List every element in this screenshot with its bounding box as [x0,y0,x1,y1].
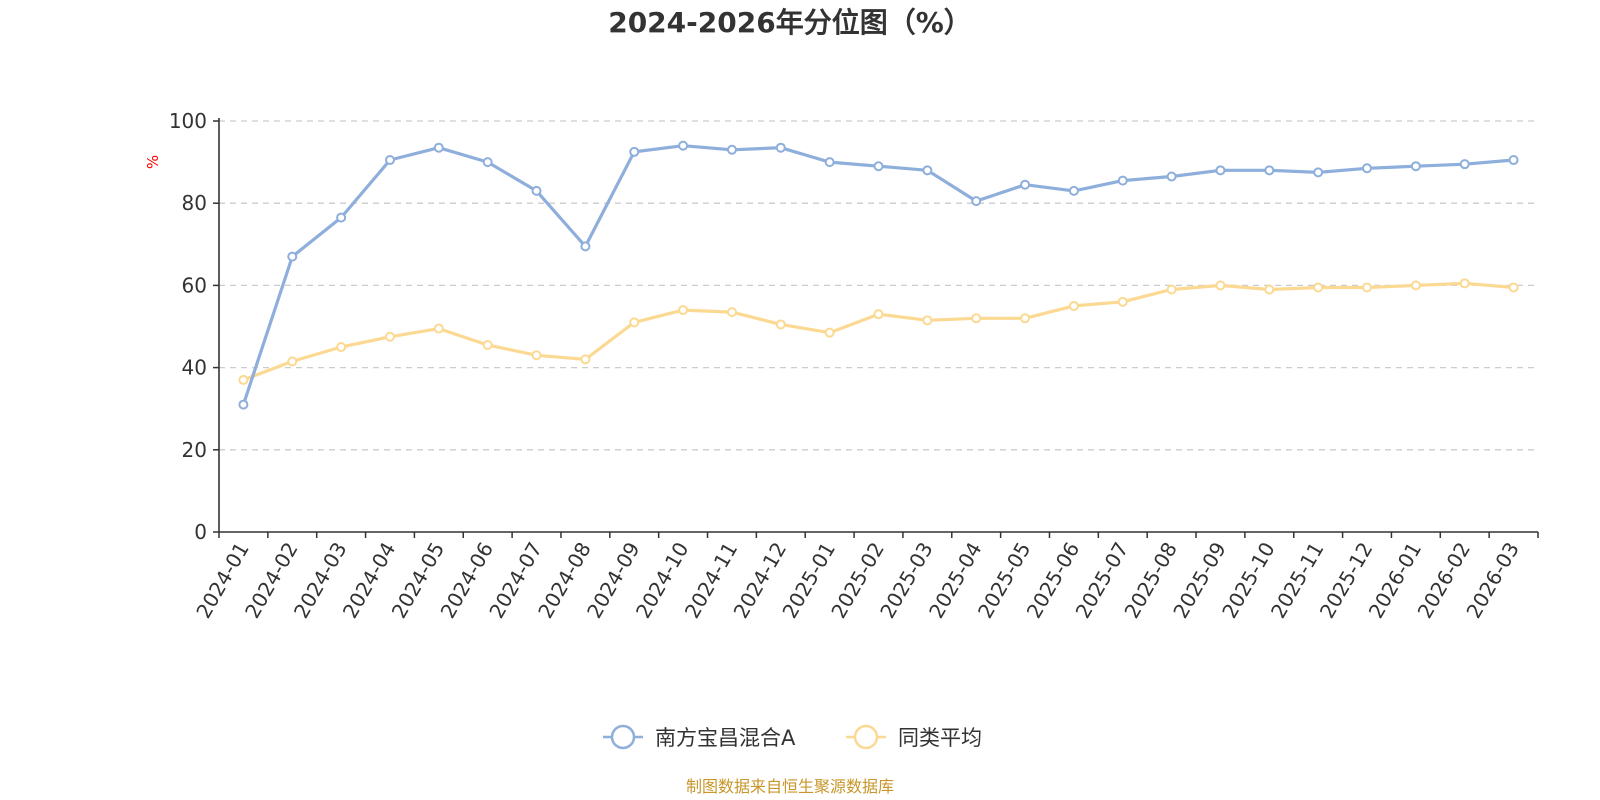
data-point [580,241,591,252]
data-point [580,354,591,365]
data-point [873,309,884,320]
data-point [1313,282,1324,293]
data-point [1020,179,1031,190]
legend-label: 同类平均 [898,726,982,750]
data-point [1410,161,1421,172]
data-point [824,157,835,168]
data-point [1459,159,1470,170]
data-point [1410,280,1421,291]
legend-circle-icon [853,724,879,750]
y-tick-label: 40 [182,356,207,380]
series-南方宝昌混合A [238,140,1519,410]
chart-title: 2024-2026年分位图（%） [608,6,972,39]
data-point [1362,163,1373,174]
data-point [1264,284,1275,295]
legend-item[interactable]: 同类平均 [846,724,982,750]
legend-label: 南方宝昌混合A [655,726,796,750]
data-point [1068,185,1079,196]
axes [218,118,1538,533]
data-point [384,331,395,342]
data-point [1508,282,1519,293]
data-point [629,146,640,157]
data-point [629,317,640,328]
data-point [678,305,689,316]
data-point [482,157,493,168]
data-point [433,142,444,153]
data-point [726,144,737,155]
data-point [971,313,982,324]
legend-circle-icon [610,724,636,750]
data-point [775,142,786,153]
y-tick-label: 100 [169,109,207,133]
series-group [238,140,1519,410]
y-tick-label: 80 [182,191,207,215]
series-同类平均 [238,278,1519,385]
data-point [336,212,347,223]
data-point [775,319,786,330]
data-point [287,356,298,367]
legend-item[interactable]: 南方宝昌混合A [603,724,796,750]
data-point [971,196,982,207]
data-point [678,140,689,151]
data-point [482,339,493,350]
data-point [1166,284,1177,295]
series-line [242,281,1514,382]
data-point [1068,300,1079,311]
data-point [531,185,542,196]
data-point [1020,313,1031,324]
data-point [824,327,835,338]
y-tick-label: 20 [182,438,207,462]
data-point [1264,165,1275,176]
y-axis-ticks: 0 20 40 60 80 100 [169,109,219,544]
data-point [1362,282,1373,293]
data-point [726,307,737,318]
y-axis-unit-label: % [144,155,162,169]
y-tick-label: 60 [182,273,207,297]
data-point [1117,175,1128,186]
data-point [1117,296,1128,307]
data-point [1215,280,1226,291]
data-point [433,323,444,334]
data-point [1313,167,1324,178]
y-tick-label: 0 [194,520,207,544]
data-point [1508,155,1519,166]
data-point [922,315,933,326]
data-point [238,399,249,410]
data-source-note: 制图数据来自恒生聚源数据库 [686,777,894,796]
data-point [922,165,933,176]
data-point [531,350,542,361]
data-point [1459,278,1470,289]
data-point [336,342,347,353]
data-point [238,374,249,385]
data-point [287,251,298,262]
data-point [873,161,884,172]
legend[interactable]: 南方宝昌混合A 同类平均 [603,724,982,750]
data-point [384,155,395,166]
series-line [241,144,1514,406]
x-axis-ticks: 2024-012024-022024-032024-042024-052024-… [191,532,1539,622]
data-point [1166,171,1177,182]
data-point [1215,165,1226,176]
